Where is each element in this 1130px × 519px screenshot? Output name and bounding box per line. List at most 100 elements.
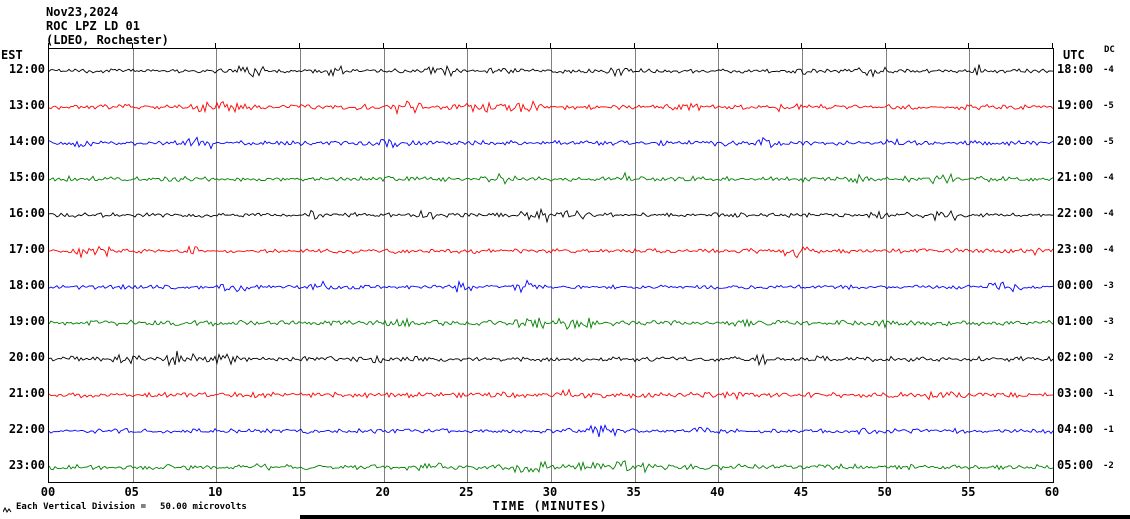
utc-time-label: 20:00 xyxy=(1057,134,1094,148)
x-tick-label: 15 xyxy=(291,485,307,499)
utc-time-label: 02:00 xyxy=(1057,350,1094,364)
est-time-label: 19:00 xyxy=(8,314,45,328)
x-tick-label: 35 xyxy=(626,485,641,499)
dc-value-label: -1 xyxy=(1103,425,1114,435)
top-tick xyxy=(466,43,468,48)
seismogram-trace xyxy=(49,245,1053,259)
seismogram-trace xyxy=(49,279,1053,294)
gridline-5min xyxy=(467,49,469,482)
utc-header: UTC xyxy=(1063,48,1085,62)
utc-time-label: 01:00 xyxy=(1057,314,1094,328)
scale-note: Each Vertical Division = 50.00 microvolts xyxy=(16,502,247,512)
top-tick xyxy=(633,43,635,48)
gridline-5min xyxy=(885,49,887,482)
top-tick xyxy=(968,43,970,48)
top-tick xyxy=(884,43,886,48)
top-tick xyxy=(801,43,802,48)
est-time-label: 20:00 xyxy=(8,350,45,364)
top-tick xyxy=(215,43,217,48)
x-tick-label: 55 xyxy=(961,485,976,499)
dc-value-label: -4 xyxy=(1103,209,1114,219)
gridline-5min xyxy=(634,49,636,482)
top-tick xyxy=(131,43,133,48)
top-tick xyxy=(299,43,300,48)
dc-value-label: -4 xyxy=(1103,245,1114,255)
x-tick-label: 60 xyxy=(1044,485,1060,499)
scale-value: 50.00 microvolts xyxy=(160,502,247,512)
dc-value-label: -3 xyxy=(1103,317,1114,327)
date-label: Nov23,2024 xyxy=(46,5,119,19)
est-time-label: 15:00 xyxy=(8,170,45,184)
seismogram-trace xyxy=(49,207,1053,224)
seismogram-traces xyxy=(49,64,1053,474)
est-time-label: 13:00 xyxy=(8,98,45,112)
x-tick-label: 40 xyxy=(710,485,725,499)
x-tick-label: 50 xyxy=(877,485,892,499)
est-time-label: 16:00 xyxy=(8,206,45,220)
x-tick-label: 00 xyxy=(40,485,56,499)
x-tick-label: 25 xyxy=(459,485,474,499)
est-time-label: 18:00 xyxy=(8,278,45,292)
seismogram-trace xyxy=(49,460,1053,474)
seismogram-trace xyxy=(49,136,1053,150)
utc-time-label: 19:00 xyxy=(1057,98,1094,112)
seismogram-plot-area xyxy=(48,48,1054,483)
top-tick xyxy=(717,43,719,48)
dc-value-label: -3 xyxy=(1103,281,1114,291)
utc-time-label: 03:00 xyxy=(1057,386,1094,400)
gridline-5min xyxy=(383,49,385,482)
est-time-label: 12:00 xyxy=(8,62,45,76)
network-label: (LDEO, Rochester) xyxy=(46,33,169,47)
station-label: ROC LPZ LD 01 xyxy=(46,19,140,33)
seismogram-trace xyxy=(49,388,1053,401)
scale-note-text: Each Vertical Division = xyxy=(16,502,147,512)
gridline-5min xyxy=(802,49,803,482)
utc-time-label: 23:00 xyxy=(1057,242,1094,256)
top-tick xyxy=(382,43,384,48)
seismogram-trace xyxy=(49,317,1053,330)
seismogram-trace xyxy=(49,350,1053,367)
x-tick-label: 30 xyxy=(542,485,558,499)
est-time-label: 23:00 xyxy=(8,458,45,472)
dc-value-label: -4 xyxy=(1103,65,1114,75)
est-time-label: 21:00 xyxy=(8,386,45,400)
gridline-5min xyxy=(132,49,134,482)
utc-time-label: 22:00 xyxy=(1057,206,1094,220)
top-tick xyxy=(550,43,551,48)
gridline-5min xyxy=(300,49,301,482)
dc-value-label: -1 xyxy=(1103,389,1114,399)
seismogram-trace xyxy=(49,171,1053,185)
x-tick-label: 20 xyxy=(375,485,390,499)
utc-time-label: 04:00 xyxy=(1057,422,1094,436)
top-tick xyxy=(1052,43,1053,48)
bottom-partial-trace xyxy=(300,515,1130,519)
seismogram-trace xyxy=(49,64,1053,78)
dc-value-label: -5 xyxy=(1103,101,1114,111)
utc-time-label: 21:00 xyxy=(1057,170,1094,184)
seismogram-trace xyxy=(49,100,1053,116)
gridline-5min xyxy=(216,49,218,482)
gridline-5min xyxy=(969,49,971,482)
x-axis-title: TIME (MINUTES) xyxy=(492,499,608,513)
dc-value-label: -4 xyxy=(1103,173,1114,183)
utc-time-label: 05:00 xyxy=(1057,458,1094,472)
dc-value-label: -2 xyxy=(1103,353,1114,363)
est-header: EST xyxy=(1,48,23,62)
gridline-5min xyxy=(551,49,552,482)
dc-value-label: -5 xyxy=(1103,137,1114,147)
seismogram-trace xyxy=(49,424,1053,438)
est-time-label: 17:00 xyxy=(8,242,45,256)
dc-header: DC xyxy=(1104,45,1115,55)
top-tick xyxy=(48,43,49,48)
utc-time-label: 18:00 xyxy=(1057,62,1094,76)
x-tick-label: 45 xyxy=(793,485,809,499)
utc-time-label: 00:00 xyxy=(1057,278,1094,292)
dc-value-label: -2 xyxy=(1103,461,1114,471)
x-tick-label: 10 xyxy=(208,485,223,499)
est-time-label: 22:00 xyxy=(8,422,45,436)
x-tick-label: 05 xyxy=(124,485,139,499)
gridline-5min xyxy=(718,49,720,482)
est-time-label: 14:00 xyxy=(8,134,45,148)
calibration-mark-icon xyxy=(3,506,12,513)
